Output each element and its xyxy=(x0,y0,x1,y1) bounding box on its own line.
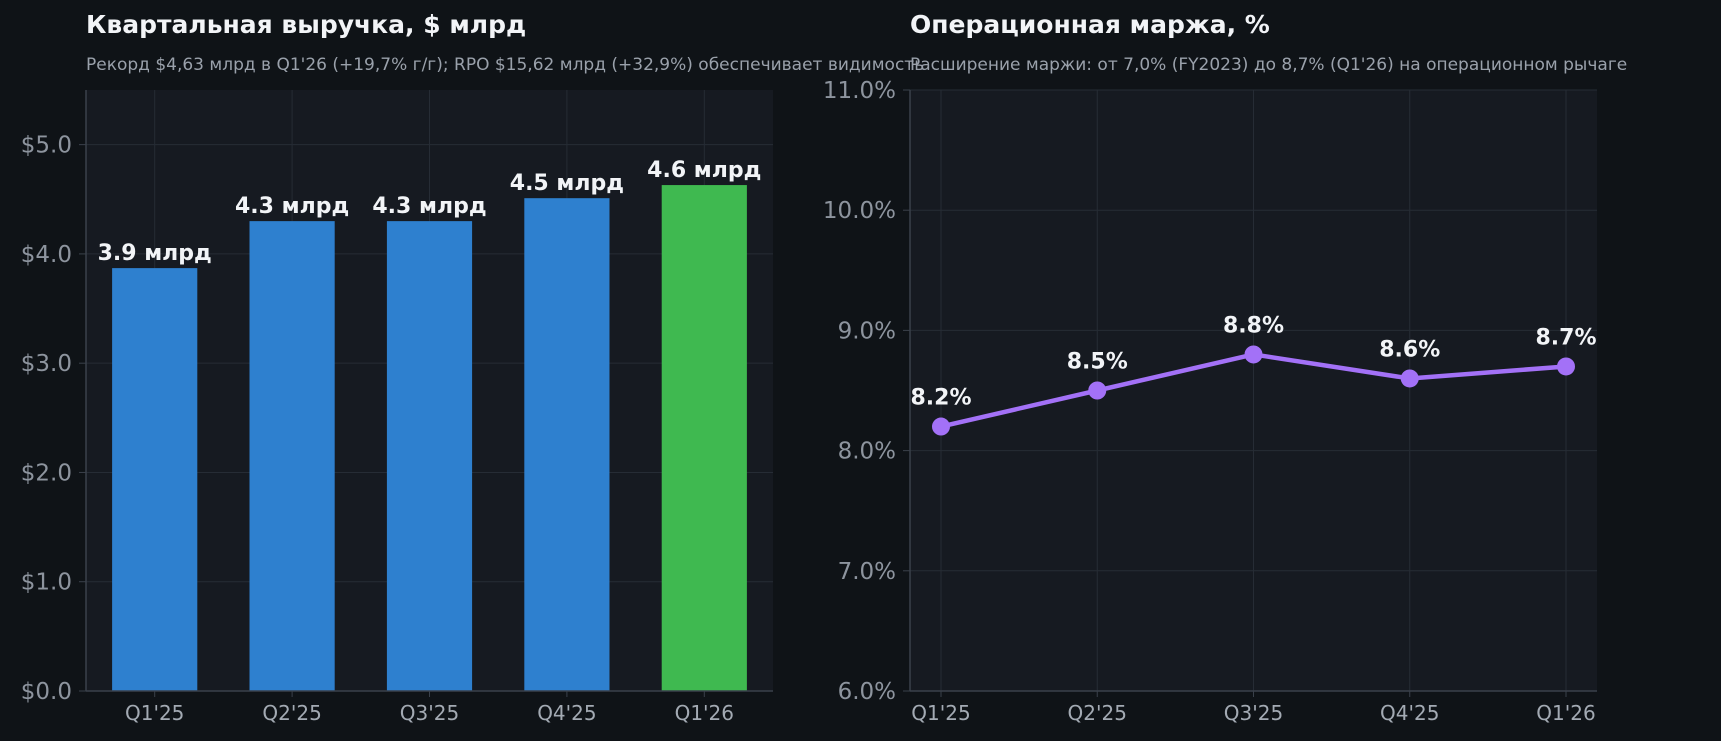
right-xtick-label: Q3'25 xyxy=(1224,701,1283,725)
left-ytick-label: $5.0 xyxy=(21,133,72,159)
right-xtick-label: Q4'25 xyxy=(1380,701,1439,725)
left-ytick-label: $2.0 xyxy=(21,460,72,486)
left-ytick-label: $4.0 xyxy=(21,242,72,268)
margin-point xyxy=(932,417,950,436)
revenue-bar xyxy=(249,221,335,692)
margin-point xyxy=(1400,369,1419,388)
revenue-bar xyxy=(386,221,473,692)
left-xtick-label: Q1'26 xyxy=(675,701,734,725)
margin-point-label: 8.8% xyxy=(1223,313,1284,338)
left-xtick-label: Q4'25 xyxy=(537,701,596,725)
left-xtick-label: Q2'25 xyxy=(262,701,321,725)
revenue-bar xyxy=(112,268,198,691)
left-xtick-label: Q1'25 xyxy=(125,701,184,725)
right-ytick-label: 7.0% xyxy=(838,559,896,585)
revenue-bar-label: 3.9 млрд xyxy=(98,241,212,266)
margin-chart-subtitle: Расширение маржи: от 7,0% (FY2023) до 8,… xyxy=(910,55,1628,75)
revenue-bar-label: 4.3 млрд xyxy=(372,194,486,219)
right-xtick-label: Q1'26 xyxy=(1536,701,1595,725)
margin-point xyxy=(1244,345,1263,364)
margin-point-label: 8.2% xyxy=(910,386,971,411)
revenue-bar-label: 4.3 млрд xyxy=(235,194,349,219)
margin-point-label: 8.7% xyxy=(1535,325,1596,350)
left-xtick-label: Q3'25 xyxy=(400,701,459,725)
left-ytick-label: $0.0 xyxy=(21,679,72,705)
revenue-bar xyxy=(524,198,610,691)
right-ytick-label: 9.0% xyxy=(838,318,896,344)
margin-point xyxy=(1557,357,1575,376)
right-xtick-label: Q2'25 xyxy=(1068,701,1127,725)
revenue-chart-subtitle: Рекорд $4,63 млрд в Q1'26 (+19,7% г/г); … xyxy=(86,55,925,75)
left-ytick-label: $3.0 xyxy=(21,351,72,377)
margin-point xyxy=(1088,381,1107,400)
revenue-chart-title: Квартальная выручка, $ млрд xyxy=(86,10,527,39)
right-xtick-label: Q1'25 xyxy=(911,701,970,725)
right-ytick-label: 8.0% xyxy=(838,439,896,465)
revenue-bar-label: 4.5 млрд xyxy=(510,171,624,196)
revenue-bar xyxy=(661,185,747,692)
right-ytick-label: 11.0% xyxy=(823,78,896,104)
margin-point-label: 8.6% xyxy=(1379,337,1440,362)
margin-chart-title: Операционная маржа, % xyxy=(910,10,1270,39)
left-ytick-label: $1.0 xyxy=(21,570,72,596)
revenue-bar-label: 4.6 млрд xyxy=(647,158,761,183)
margin-point-label: 8.5% xyxy=(1067,350,1128,375)
right-ytick-label: 6.0% xyxy=(838,679,896,705)
right-ytick-label: 10.0% xyxy=(823,198,896,224)
